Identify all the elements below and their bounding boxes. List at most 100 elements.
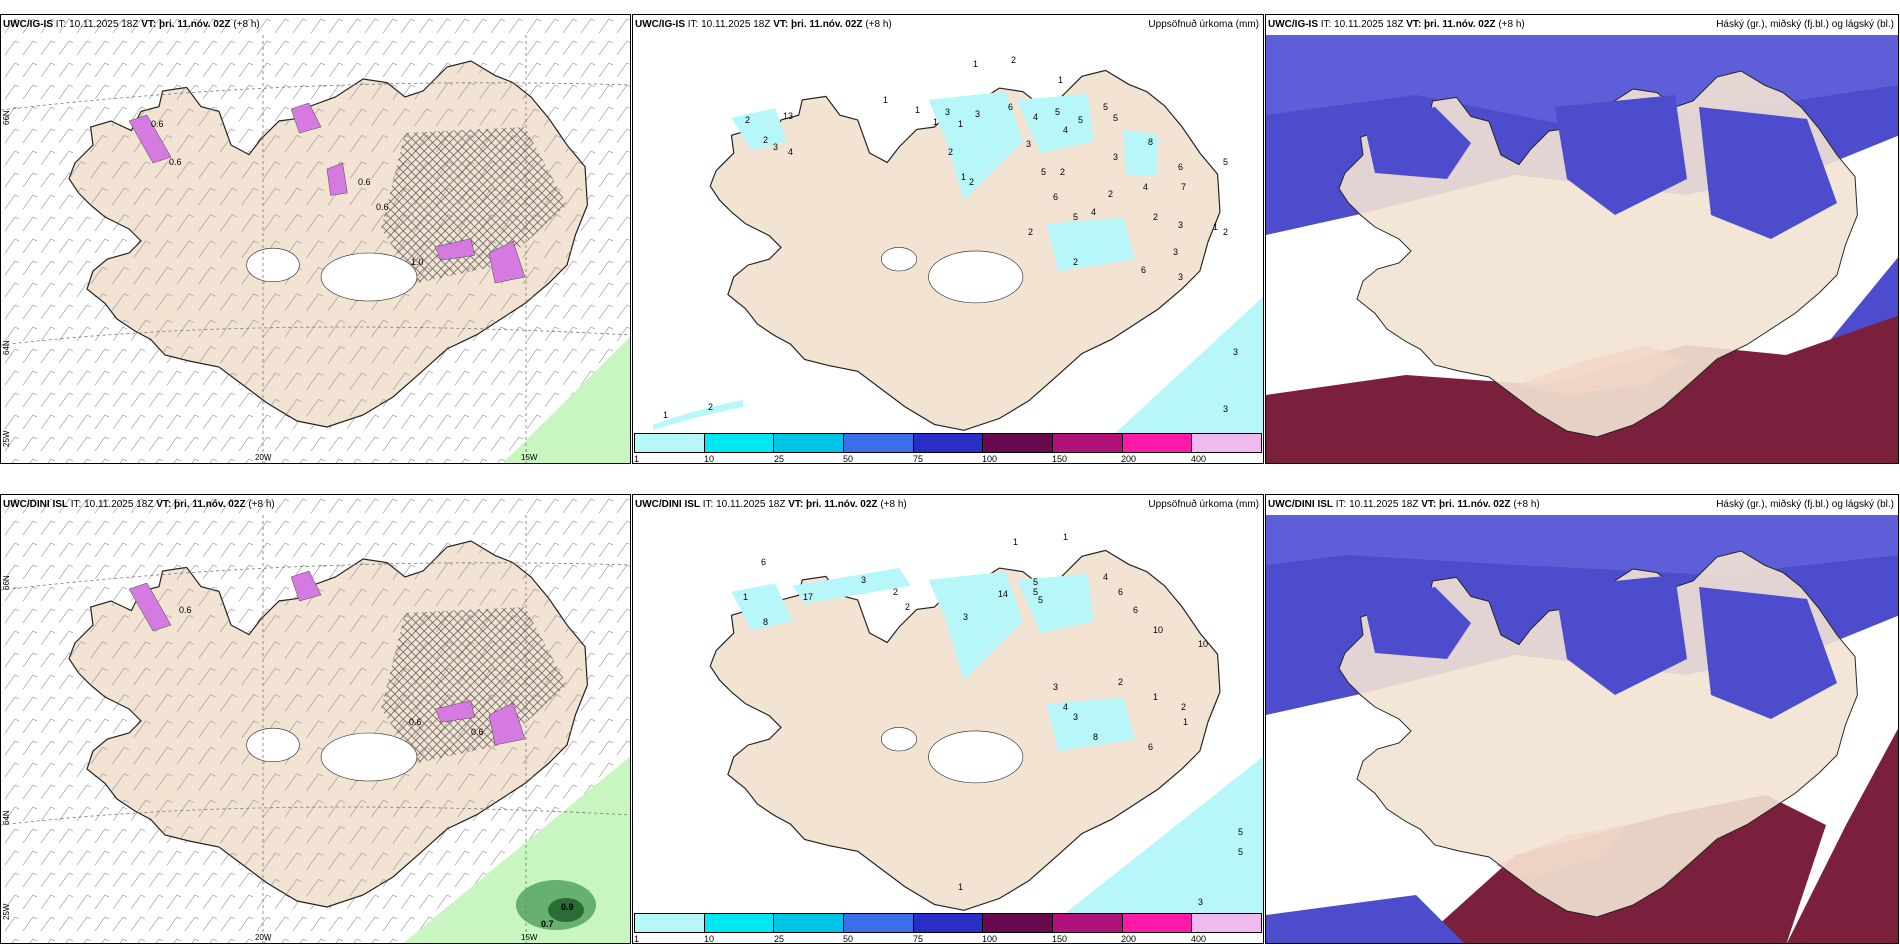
legend-color-bar (634, 433, 1262, 453)
legend-tick: 400 (1191, 454, 1207, 464)
precip-label: 4 (1033, 112, 1038, 122)
precip-label: 3 (945, 107, 950, 117)
precip-label: 10 (1153, 625, 1163, 635)
precip-label: 5 (1238, 827, 1243, 837)
wind-label: 1.0 (411, 257, 424, 267)
panel-header: UWC/IG-IS IT: 10.11.2025 18Z VT: þri. 11… (635, 19, 892, 30)
precip-label: 2 (1181, 702, 1186, 712)
precip-label: 5 (1055, 107, 1060, 117)
precip-label: 3 (861, 575, 866, 585)
precip-label: 4 (1103, 572, 1108, 582)
legend-tick: 100 (982, 934, 998, 944)
precip-label: 8 (763, 617, 768, 627)
legend-tick: 50 (843, 454, 854, 464)
precip-label: 1 (958, 882, 963, 892)
precip-label: 5 (1033, 577, 1038, 587)
legend-tick: 200 (1121, 934, 1137, 944)
lon-label-25: 25W (2, 903, 11, 920)
lon-label-20: 20W (255, 453, 272, 462)
legend-swatch (704, 914, 775, 932)
legend-tick: 75 (913, 934, 924, 944)
precip-label: 3 (773, 142, 778, 152)
precip-label: 3 (1178, 220, 1183, 230)
panel-subtitle: Uppsöfnuð úrkoma (mm) (1148, 499, 1259, 510)
precip-label: 3 (1223, 404, 1228, 414)
panel-clouds-dini: UWC/DINI ISL IT: 10.11.2025 18Z VT: þri.… (1265, 494, 1899, 944)
legend-swatch (1053, 434, 1123, 452)
legend-tick: 25 (774, 454, 785, 464)
precip-value-labels: 1 2 1 2 2 3 4 13 1 1 1 3 1 3 2 1 2 6 4 3… (663, 55, 1238, 420)
precip-label: 2 (1223, 227, 1228, 237)
legend-swatch (913, 914, 984, 932)
legend-swatch (1053, 914, 1123, 932)
precip-label: 6 (1133, 605, 1138, 615)
precip-label: 13 (783, 111, 793, 121)
wind-value-labels: 0.6 0.6 0.6 0.6 1.0 (151, 119, 424, 267)
panel-subtitle: Uppsöfnuð úrkoma (mm) (1148, 19, 1259, 30)
precip-label: 6 (761, 557, 766, 567)
legend-swatch (774, 914, 845, 932)
precip-label: 8 (1093, 732, 1098, 742)
precip-label: 4 (1063, 125, 1068, 135)
legend-ticks: 1 10 25 50 75 100 150 200 400 (634, 933, 1262, 944)
panel-wind-dini: UWC/DINI ISL IT: 10.11.2025 18Z VT: þri.… (0, 494, 631, 944)
lat-label-64: 64N (2, 340, 11, 355)
precip-label: 2 (1118, 677, 1123, 687)
precip-label: 5 (1038, 595, 1043, 605)
panel-header: UWC/IG-IS IT: 10.11.2025 18Z VT: þri. 11… (1268, 19, 1525, 30)
precip-label: 2 (905, 602, 910, 612)
precip-label: 1 (1058, 75, 1063, 85)
precip-label: 4 (788, 147, 793, 157)
legend-tick: 50 (843, 934, 854, 944)
lat-label-66: 66N (2, 575, 11, 590)
precip-label: 2 (969, 177, 974, 187)
precip-map: 1 2 1 2 2 3 4 13 1 1 1 3 1 3 2 1 2 6 4 3… (653, 55, 1263, 435)
legend-tick: 10 (704, 454, 715, 464)
precip-map: 1 1 3 6 17 8 2 2 14 5 4 6 10 10 5 3 6 5 … (709, 532, 1263, 915)
precip-label: 8 (1148, 137, 1153, 147)
precip-label: 2 (1153, 212, 1158, 222)
precip-label: 5 (1103, 102, 1108, 112)
precip-label: 5 (1078, 115, 1083, 125)
precip-label: 3 (1073, 712, 1078, 722)
precip-label: 5 (1223, 157, 1228, 167)
precip-label: 7 (1181, 182, 1186, 192)
panel-precip-igis: UWC/IG-IS IT: 10.11.2025 18Z VT: þri. 11… (632, 14, 1264, 464)
precip-label: 6 (1178, 162, 1183, 172)
precip-label: 1 (961, 172, 966, 182)
legend-swatch (983, 914, 1054, 932)
precip-label: 17 (803, 592, 813, 602)
legend-tick: 1 (634, 454, 640, 464)
precip-label: 2 (745, 115, 750, 125)
legend-swatch (1122, 434, 1193, 452)
legend-tick: 1 (634, 934, 640, 944)
legend-tick: 100 (982, 454, 998, 464)
precip-value-labels: 1 1 3 6 17 8 2 2 14 5 4 6 10 10 5 3 6 5 … (743, 532, 1243, 907)
precip-label: 3 (1113, 152, 1118, 162)
legend-swatch (844, 434, 914, 452)
wind-label: 0.6 (179, 605, 192, 615)
precip-label: 3 (1198, 897, 1203, 907)
precip-label: 5 (1238, 847, 1243, 857)
wind-label: 0.9 (561, 902, 574, 912)
precip-label: 2 (893, 587, 898, 597)
precip-label: 5 (1073, 212, 1078, 222)
panel-header: UWC/DINI ISL IT: 10.11.2025 18Z VT: þri.… (3, 499, 275, 510)
precip-label: 2 (708, 402, 713, 412)
precip-label: 3 (1173, 247, 1178, 257)
wind-label: 0.6 (471, 727, 484, 737)
wind-map: 0.9 0.7 0.6 0.6 0.6 (1, 495, 630, 943)
panel-wind-igis: UWC/IG-IS IT: 10.11.2025 18Z VT: þri. 11… (0, 14, 631, 464)
cloud-map (1266, 15, 1898, 463)
legend-swatch (704, 434, 775, 452)
precip-legend: 1 10 25 50 75 100 150 200 400 (634, 433, 1262, 464)
precip-label: 3 (963, 612, 968, 622)
wind-label: 0.6 (169, 157, 182, 167)
legend-swatch (1122, 914, 1193, 932)
legend-tick: 75 (913, 454, 924, 464)
precip-label: 3 (1026, 139, 1031, 149)
precip-label: 14 (998, 589, 1008, 599)
precip-label: 2 (1011, 55, 1016, 65)
precip-label: 1 (1213, 222, 1218, 232)
precip-label: 5 (1113, 113, 1118, 123)
